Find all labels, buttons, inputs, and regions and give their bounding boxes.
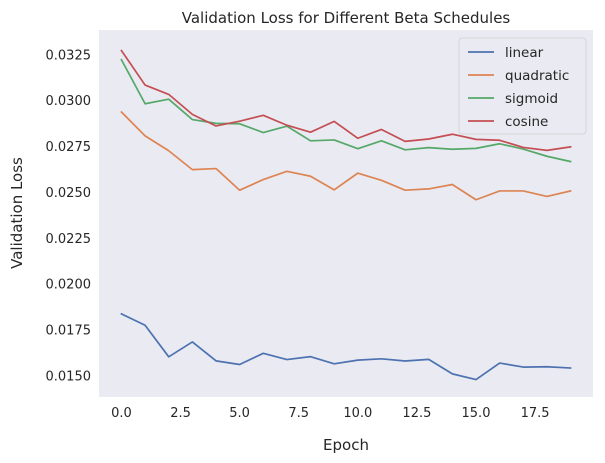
x-tick-label: 17.5 <box>521 406 550 421</box>
y-tick-label: 0.0200 <box>46 278 92 293</box>
legend: linear quadratic sigmoid cosine <box>458 37 587 135</box>
y-tick-label: 0.0225 <box>46 232 92 247</box>
x-tick-label: 7.5 <box>288 406 309 421</box>
x-axis-ticks: 0.0 2.5 5.0 7.5 10.0 12.5 15.0 17.5 <box>111 406 549 421</box>
x-tick-label: 15.0 <box>462 406 491 421</box>
chart-title: Validation Loss for Different Beta Sched… <box>182 9 511 27</box>
series-line-cosine <box>120 49 572 152</box>
series-line-quadratic <box>120 110 572 201</box>
legend-box <box>458 37 587 135</box>
y-tick-label: 0.0175 <box>46 324 92 339</box>
y-tick-label: 0.0150 <box>46 369 92 384</box>
x-tick-label: 10.0 <box>343 406 372 421</box>
series-line-linear <box>120 312 572 381</box>
series-lines <box>120 49 572 381</box>
y-tick-label: 0.0275 <box>46 140 92 155</box>
x-tick-label: 5.0 <box>229 406 250 421</box>
y-tick-label: 0.0325 <box>46 48 92 63</box>
x-tick-label: 2.5 <box>170 406 191 421</box>
legend-label-linear: linear <box>505 45 544 61</box>
y-tick-label: 0.0300 <box>46 94 92 109</box>
legend-label-sigmoid: sigmoid <box>505 91 558 107</box>
series-line-sigmoid <box>120 58 572 163</box>
y-axis-ticks: 0.0150 0.0175 0.0200 0.0225 0.0250 0.0275 0.03… <box>46 48 92 384</box>
x-axis-label: Epoch <box>323 436 369 454</box>
x-tick-label: 12.5 <box>402 406 431 421</box>
x-tick-label: 0.0 <box>111 406 132 421</box>
y-tick-label: 0.0250 <box>46 186 92 201</box>
y-axis-label: Validation Loss <box>8 157 26 269</box>
legend-label-cosine: cosine <box>505 114 548 130</box>
legend-label-quadratic: quadratic <box>505 68 569 84</box>
